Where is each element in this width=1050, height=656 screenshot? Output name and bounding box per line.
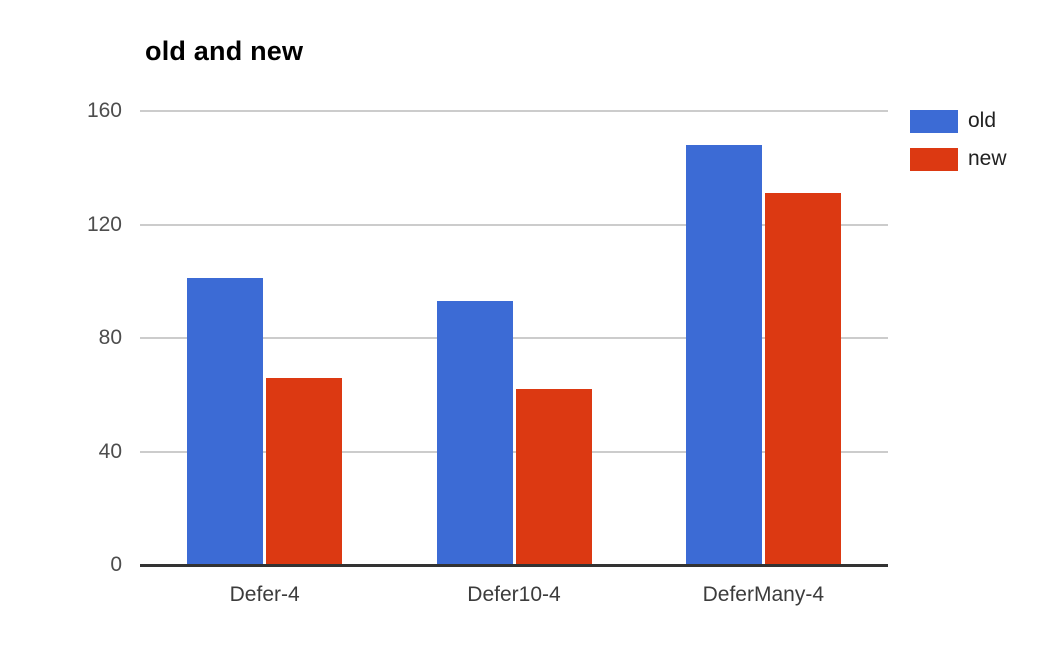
bar-old-Defer10-4[interactable] bbox=[436, 301, 513, 565]
bar-new-Defer-4[interactable] bbox=[266, 377, 343, 565]
y-tick-label-0: 0 bbox=[110, 553, 122, 576]
gridline-y-80 bbox=[140, 337, 888, 339]
legend-swatch-new bbox=[910, 148, 958, 171]
bar-old-Defer-4[interactable] bbox=[187, 278, 264, 565]
bar-old-DeferMany-4[interactable] bbox=[685, 145, 762, 565]
legend-label-old: old bbox=[968, 109, 997, 132]
y-tick-label-160: 160 bbox=[86, 99, 122, 122]
x-axis-label-Defer-4: Defer-4 bbox=[229, 583, 300, 606]
gridline-y-40 bbox=[140, 450, 888, 453]
y-tick-label-40: 40 bbox=[98, 439, 122, 463]
x-axis-label-DeferMany-4: DeferMany-4 bbox=[702, 583, 825, 606]
x-axis-label-Defer10-4: Defer10-4 bbox=[467, 583, 561, 606]
gridline-y-120 bbox=[140, 223, 888, 226]
legend-swatch-old bbox=[910, 110, 958, 133]
legend-label-new: new bbox=[968, 147, 1007, 170]
bar-new-Defer10-4[interactable] bbox=[515, 389, 592, 565]
gridline-y-160 bbox=[140, 110, 888, 112]
chart-title: old and new bbox=[145, 36, 304, 66]
x-axis-line bbox=[140, 564, 888, 567]
y-tick-label-120: 120 bbox=[86, 212, 122, 236]
y-tick-label-80: 80 bbox=[98, 326, 122, 349]
bar-new-DeferMany-4[interactable] bbox=[764, 193, 841, 565]
